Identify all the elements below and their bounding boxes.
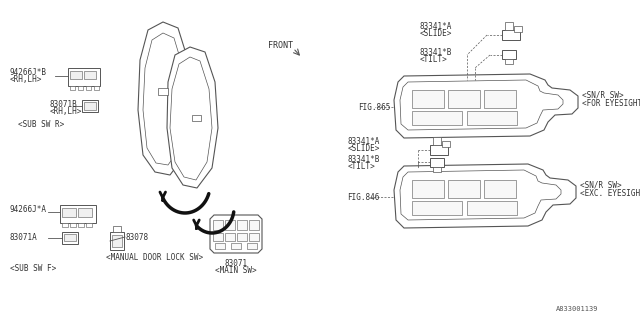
Bar xyxy=(231,243,241,249)
Text: 83341*A: 83341*A xyxy=(420,22,452,31)
Bar xyxy=(484,90,516,108)
Polygon shape xyxy=(210,215,262,253)
Bar xyxy=(60,205,96,223)
Polygon shape xyxy=(138,22,192,175)
Polygon shape xyxy=(170,57,212,180)
Bar xyxy=(505,59,513,64)
Bar xyxy=(84,102,96,110)
Bar xyxy=(225,220,235,230)
Text: 83341*B: 83341*B xyxy=(420,48,452,57)
Bar xyxy=(442,141,450,147)
Bar xyxy=(84,71,96,79)
Bar xyxy=(433,137,441,145)
Bar xyxy=(448,180,480,198)
Bar xyxy=(94,86,99,90)
Bar xyxy=(412,201,462,215)
Text: <TILT>: <TILT> xyxy=(348,162,376,171)
Bar xyxy=(412,90,444,108)
Text: <MANUAL DOOR LOCK SW>: <MANUAL DOOR LOCK SW> xyxy=(106,253,203,262)
Bar xyxy=(86,86,91,90)
Bar xyxy=(237,233,247,241)
Text: <SN/R SW>: <SN/R SW> xyxy=(580,180,621,189)
Bar xyxy=(249,233,259,241)
Text: <SLIDE>: <SLIDE> xyxy=(348,144,380,153)
Bar xyxy=(247,243,257,249)
Text: <SUB SW R>: <SUB SW R> xyxy=(18,120,64,129)
Bar xyxy=(484,180,516,198)
Polygon shape xyxy=(167,47,218,188)
Bar xyxy=(70,86,75,90)
Text: FIG.865: FIG.865 xyxy=(358,102,390,111)
Bar xyxy=(430,158,444,167)
Bar xyxy=(70,223,76,227)
Text: <FOR EYESIGHT>: <FOR EYESIGHT> xyxy=(582,99,640,108)
Text: 83071A: 83071A xyxy=(10,233,38,242)
Bar xyxy=(433,167,441,172)
Polygon shape xyxy=(394,164,576,228)
Bar xyxy=(448,90,480,108)
Bar xyxy=(502,50,516,59)
Bar xyxy=(215,243,225,249)
Bar xyxy=(64,234,76,241)
Text: FRONT: FRONT xyxy=(268,41,293,50)
Polygon shape xyxy=(394,74,578,138)
Text: 94266J*A: 94266J*A xyxy=(10,205,47,214)
Bar xyxy=(213,220,223,230)
Text: <RH,LH>: <RH,LH> xyxy=(10,75,42,84)
Bar xyxy=(502,30,520,40)
Bar xyxy=(112,235,122,247)
Bar xyxy=(249,220,259,230)
Bar xyxy=(430,145,448,155)
Bar xyxy=(86,223,92,227)
Polygon shape xyxy=(143,33,186,165)
Bar xyxy=(62,223,68,227)
Text: <SUB SW F>: <SUB SW F> xyxy=(10,264,56,273)
Bar xyxy=(225,233,235,241)
Bar xyxy=(514,26,522,32)
Bar xyxy=(70,71,82,79)
Text: FIG.846: FIG.846 xyxy=(347,193,380,202)
Text: <MAIN SW>: <MAIN SW> xyxy=(215,266,257,275)
Bar xyxy=(158,88,168,95)
Polygon shape xyxy=(400,80,563,130)
Bar xyxy=(412,111,462,125)
Text: <TILT>: <TILT> xyxy=(420,55,448,64)
Text: A833001139: A833001139 xyxy=(556,306,598,312)
Bar xyxy=(412,180,444,198)
Bar xyxy=(78,208,92,217)
Text: <EXC. EYESIGHT>: <EXC. EYESIGHT> xyxy=(580,188,640,197)
Bar xyxy=(82,100,98,112)
Polygon shape xyxy=(400,170,561,220)
Bar xyxy=(62,232,78,244)
Text: 83341*A: 83341*A xyxy=(348,137,380,146)
Text: <RH,LH>: <RH,LH> xyxy=(50,107,83,116)
Bar xyxy=(62,208,76,217)
Bar xyxy=(237,220,247,230)
Bar xyxy=(78,86,83,90)
Bar xyxy=(78,223,84,227)
Text: 83341*B: 83341*B xyxy=(348,155,380,164)
Bar xyxy=(467,201,517,215)
Bar xyxy=(505,22,513,30)
Text: 83071: 83071 xyxy=(225,259,248,268)
Text: 83078: 83078 xyxy=(126,233,149,242)
Text: 94266J*B: 94266J*B xyxy=(10,68,47,77)
Text: <SN/R SW>: <SN/R SW> xyxy=(582,91,623,100)
Bar xyxy=(213,233,223,241)
Bar xyxy=(110,232,124,250)
Bar xyxy=(467,111,517,125)
Bar xyxy=(113,226,121,232)
Bar xyxy=(192,115,201,121)
Bar xyxy=(68,68,100,86)
Text: 83071B: 83071B xyxy=(50,100,77,109)
Text: <SLIDE>: <SLIDE> xyxy=(420,29,452,38)
